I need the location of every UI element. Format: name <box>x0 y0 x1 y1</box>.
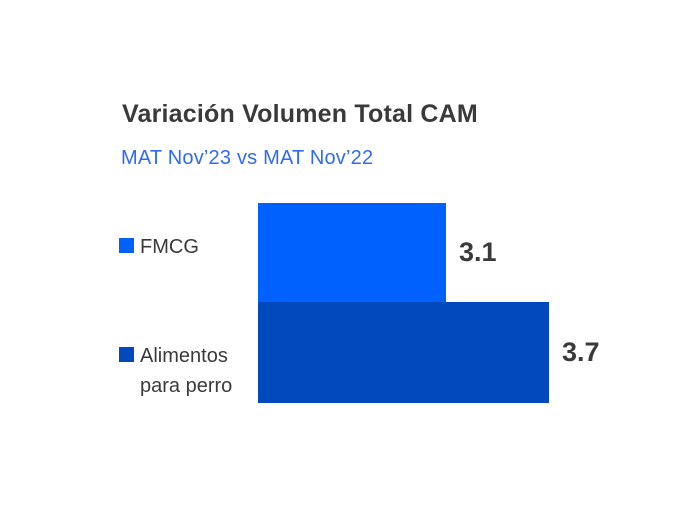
chart-subtitle: MAT Nov’23 vs MAT Nov’22 <box>121 147 374 169</box>
bar-value-fmcg: 3.1 <box>459 237 497 267</box>
alimentos-legend-label: Alimentos para perro <box>140 345 233 397</box>
fmcg-legend-swatch-icon <box>119 238 134 253</box>
bar-fmcg <box>258 203 446 302</box>
alimentos-legend-swatch-icon <box>119 347 134 362</box>
legend-item-alimentos-para-perro: Alimentos para perro <box>119 341 252 401</box>
chart-title: Variación Volumen Total CAM <box>122 100 478 128</box>
fmcg-legend-label: FMCG <box>140 236 199 258</box>
legend-item-fmcg: FMCG <box>119 235 199 259</box>
bar-value-alimentos-para-perro: 3.7 <box>562 337 600 367</box>
bar-alimentos-para-perro <box>258 302 549 403</box>
